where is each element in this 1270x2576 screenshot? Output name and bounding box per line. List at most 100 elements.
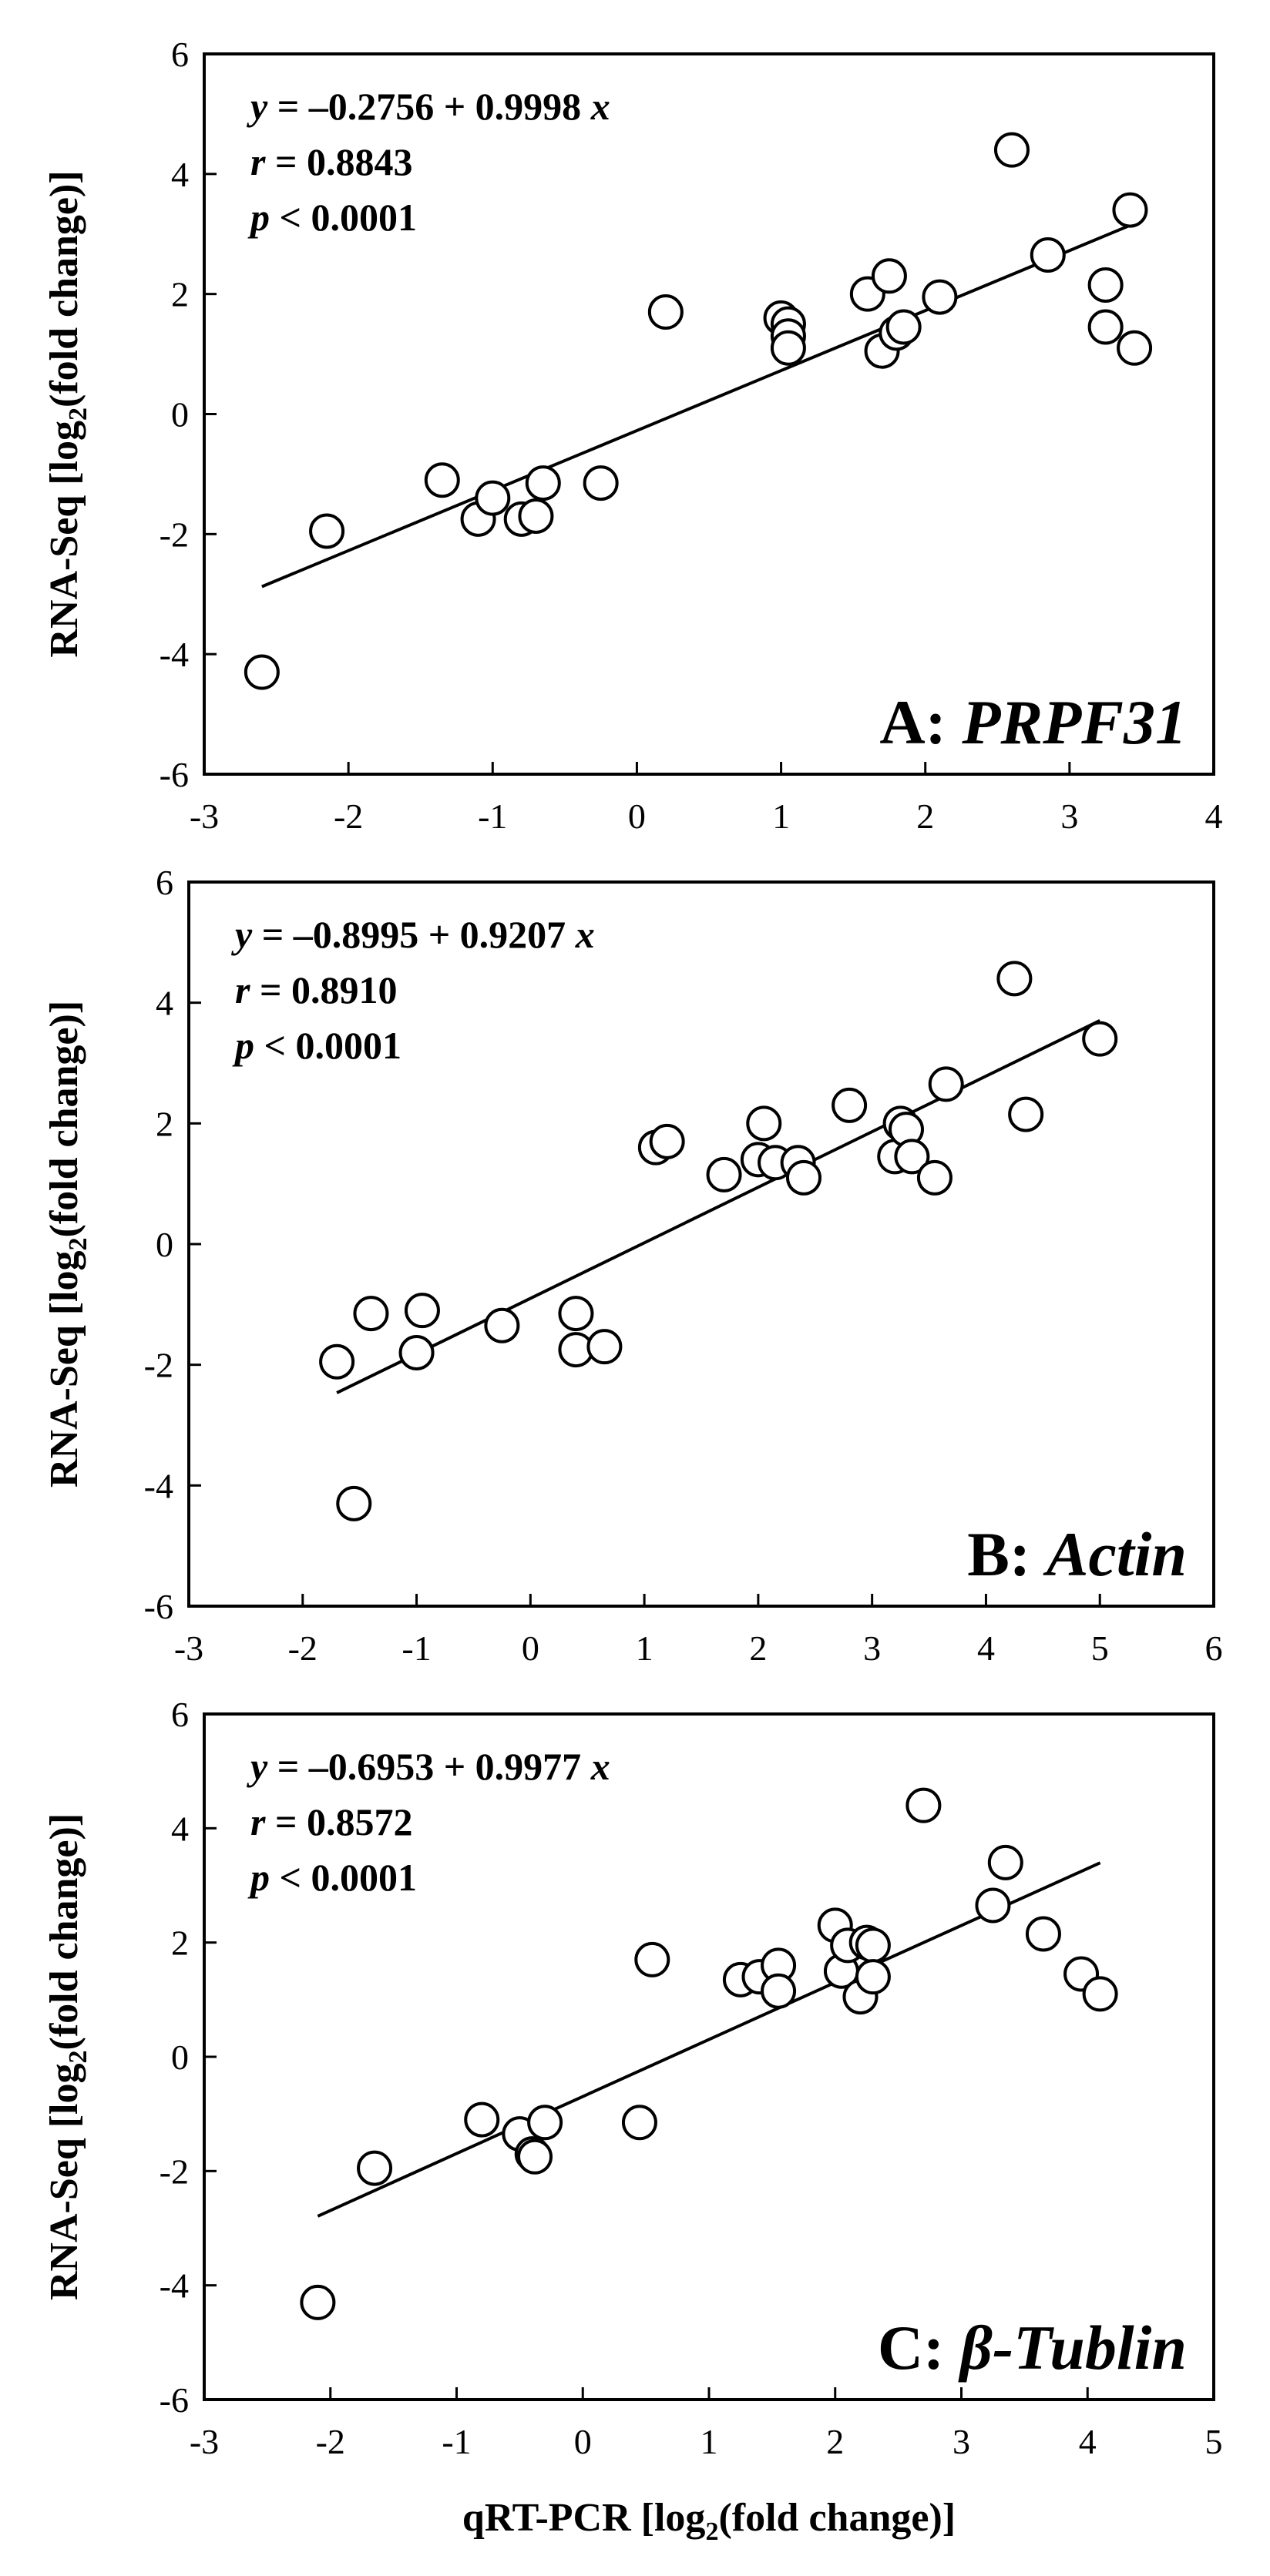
data-point [475,480,511,516]
y-axis-label-prefix: RNA-Seq [log [42,1250,86,1488]
y-tick-label: 2 [171,275,189,314]
regression-line [317,1861,1101,2218]
x-tick-label: 0 [522,1628,539,1668]
y-tick-label: -2 [144,1346,173,1385]
x-axis-label: qRT-PCR [log2(fold change)] [462,2496,956,2546]
data-point [1082,1021,1118,1057]
equation-y-symbol: y [247,85,268,128]
equation-x-symbol: x [575,913,595,956]
y-tick-label: 4 [171,1809,189,1848]
x-tick-label: 3 [863,1628,881,1668]
data-point [885,309,922,345]
data-point [928,1066,964,1102]
x-tick-label: -1 [401,1628,431,1668]
panel-gene-name: β-Tublin [958,2313,1187,2383]
data-point [996,961,1033,997]
y-tick-label: -2 [160,2152,189,2191]
r-symbol: r [250,1800,266,1843]
data-point [558,1296,594,1332]
r-value: = 0.8572 [265,1800,412,1843]
x-tick-label: -1 [478,797,507,836]
correlation-r: r = 0.8843 [250,140,412,183]
data-point [1025,1916,1061,1952]
x-tick-label: 1 [701,2422,718,2461]
correlation-r: r = 0.8572 [250,1800,412,1843]
data-point [746,1105,782,1142]
equation-coefficients: = –0.2756 + 0.9998 [267,85,590,128]
x-tick-label: 6 [1205,1628,1223,1668]
data-point [517,2138,553,2175]
x-tick-label: 4 [977,1628,995,1668]
panel-label: B: Actin [967,1519,1187,1589]
y-axis-label-subscript: 2 [64,2050,92,2063]
y-tick-label: 0 [156,1225,173,1264]
data-point [761,1973,797,2009]
x-tick-label: 2 [749,1628,767,1668]
x-tick-label: 4 [1205,797,1223,836]
equation-y-symbol: y [231,913,253,956]
y-tick-label: -4 [160,635,189,674]
data-point [1087,267,1124,303]
y-tick-label: 6 [156,863,173,902]
regression-equation: y = –0.6953 + 0.9977 x [247,1745,610,1788]
data-point [975,1887,1011,1924]
data-point [855,1959,891,1995]
y-axis-label-prefix: RNA-Seq [log [42,2063,86,2300]
data-point [1082,1976,1118,2012]
x-tick-label: 4 [1079,2422,1097,2461]
panel-label: A: PRPF31 [879,687,1187,757]
equation-coefficients: = –0.8995 + 0.9207 [252,913,575,956]
panel-gene-name: PRPF31 [961,687,1187,757]
data-point [1008,1096,1044,1132]
p-value: p < 0.0001 [247,196,417,239]
data-point [583,465,619,501]
x-tick-label: -2 [288,1628,318,1668]
panel-label: C: β-Tublin [878,2313,1187,2383]
data-point [525,465,561,501]
regression-equation: y = –0.2756 + 0.9998 x [247,85,610,128]
r-value: = 0.8910 [250,968,397,1011]
correlation-r: r = 0.8910 [235,968,397,1011]
equation-x-symbol: x [590,85,610,128]
p-symbol: p [247,196,270,239]
data-point [353,1296,389,1332]
y-axis-label: RNA-Seq [log2(fold change)] [42,170,92,657]
p-symbol: p [247,1856,270,1899]
panel-a: -3 -2 -1 0 1 2 3 4 -6 -4 -2 0 2 4 6 y = –0.2756 + 0.999… [42,35,1223,836]
x-tick-label: 5 [1091,1628,1109,1668]
y-axis-label-suffix: (fold change)] [42,170,86,408]
x-tick-label: 5 [1205,2422,1223,2461]
x-tick-label: 2 [916,797,934,836]
data-point [1112,192,1148,228]
panel-letter: C: [878,2313,960,2383]
panel-b: -3 -2 -1 0 1 2 3 4 5 6 -6 -4 -2 0 2 4 6 y = –0.8995 + 0.9… [42,863,1223,1668]
data-point [894,1139,930,1175]
x-tick-label: 1 [636,1628,653,1668]
y-tick-label: 6 [171,1695,189,1734]
data-point [484,1307,520,1343]
x-tick-label: 0 [628,797,646,836]
x-tick-label: -3 [190,797,219,836]
equation-coefficients: = –0.6953 + 0.9977 [267,1745,590,1788]
y-tick-label: 4 [171,155,189,194]
y-axis-label: RNA-Seq [log2(fold change)] [42,1001,92,1488]
regression-line [336,1019,1101,1394]
regression-equation: y = –0.8995 + 0.9207 x [231,913,595,956]
y-tick-label: 0 [171,2038,189,2077]
data-point [464,2101,500,2138]
data-point [300,2284,336,2320]
x-tick-label: -3 [174,1628,203,1668]
data-point [905,1787,942,1823]
x-tick-label: -3 [190,2422,219,2461]
x-tick-label: -2 [316,2422,345,2461]
y-axis-label: RNA-Seq [log2(fold change)] [42,1813,92,2300]
equation-x-symbol: x [590,1745,610,1788]
y-tick-label: -6 [144,1587,173,1626]
data-point [1030,237,1066,273]
data-point [770,330,806,366]
data-point [424,462,460,498]
data-point [244,654,280,690]
data-point [527,2105,563,2141]
x-axis-label-prefix: qRT-PCR [log [462,2496,706,2540]
